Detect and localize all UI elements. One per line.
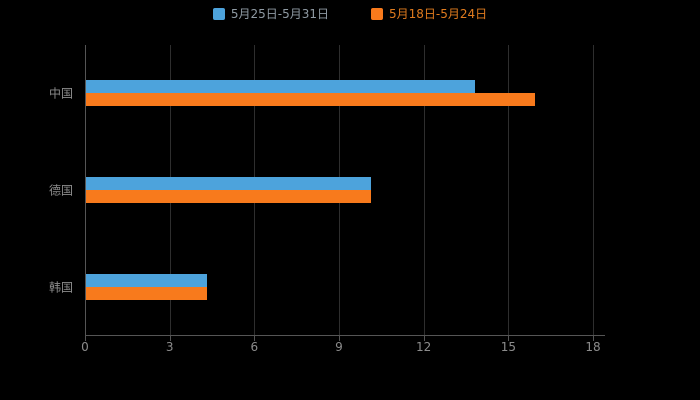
legend-swatch-blue: [212, 8, 225, 20]
category-label: 中国: [48, 86, 73, 101]
category-label: 德国: [48, 183, 73, 198]
grid-line: [423, 45, 425, 335]
bar-orange[interactable]: [86, 190, 372, 203]
grid-line: [85, 45, 86, 335]
category-label: 韩国: [48, 280, 73, 295]
grid-line: [508, 45, 510, 335]
x-tick-label: 0: [81, 340, 89, 354]
grid-line: [593, 45, 594, 335]
plot-area: 中国 德国 韩国: [49, 45, 605, 341]
legend-label-series-2: 5月18日-5月24日: [389, 7, 488, 21]
x-tick-label: 15: [500, 340, 516, 354]
axis-tick-mark: [85, 335, 86, 341]
x-axis: 0 3 6 9 12 15 18: [81, 340, 605, 356]
x-tick-label: 3: [165, 340, 174, 354]
legend-item-series-1[interactable]: 5月25日-5月31日: [212, 6, 329, 22]
x-tick-label: 9: [335, 340, 343, 354]
bar-blue[interactable]: [86, 80, 476, 94]
axis-tick-mark: [423, 335, 425, 341]
bar-blue[interactable]: [86, 273, 208, 287]
axis-tick-mark: [339, 335, 340, 341]
bar-blue[interactable]: [86, 177, 372, 190]
axis-tick-mark: [254, 335, 256, 341]
legend-label-series-1: 5月25日-5月31日: [230, 7, 329, 21]
x-tick-label: 18: [585, 340, 601, 354]
legend-swatch-orange: [371, 8, 383, 20]
bar-orange[interactable]: [86, 286, 208, 300]
axis-tick-mark: [169, 335, 171, 341]
x-tick-label: 6: [250, 340, 259, 354]
bar-orange[interactable]: [86, 93, 535, 107]
axis-tick-mark: [593, 335, 594, 341]
x-tick-label: 12: [416, 340, 432, 354]
chart-legend: 5月25日-5月31日 5月18日-5月24日: [0, 6, 700, 22]
axis-tick-mark: [508, 335, 510, 341]
legend-item-series-2[interactable]: 5月18日-5月24日: [371, 6, 487, 22]
